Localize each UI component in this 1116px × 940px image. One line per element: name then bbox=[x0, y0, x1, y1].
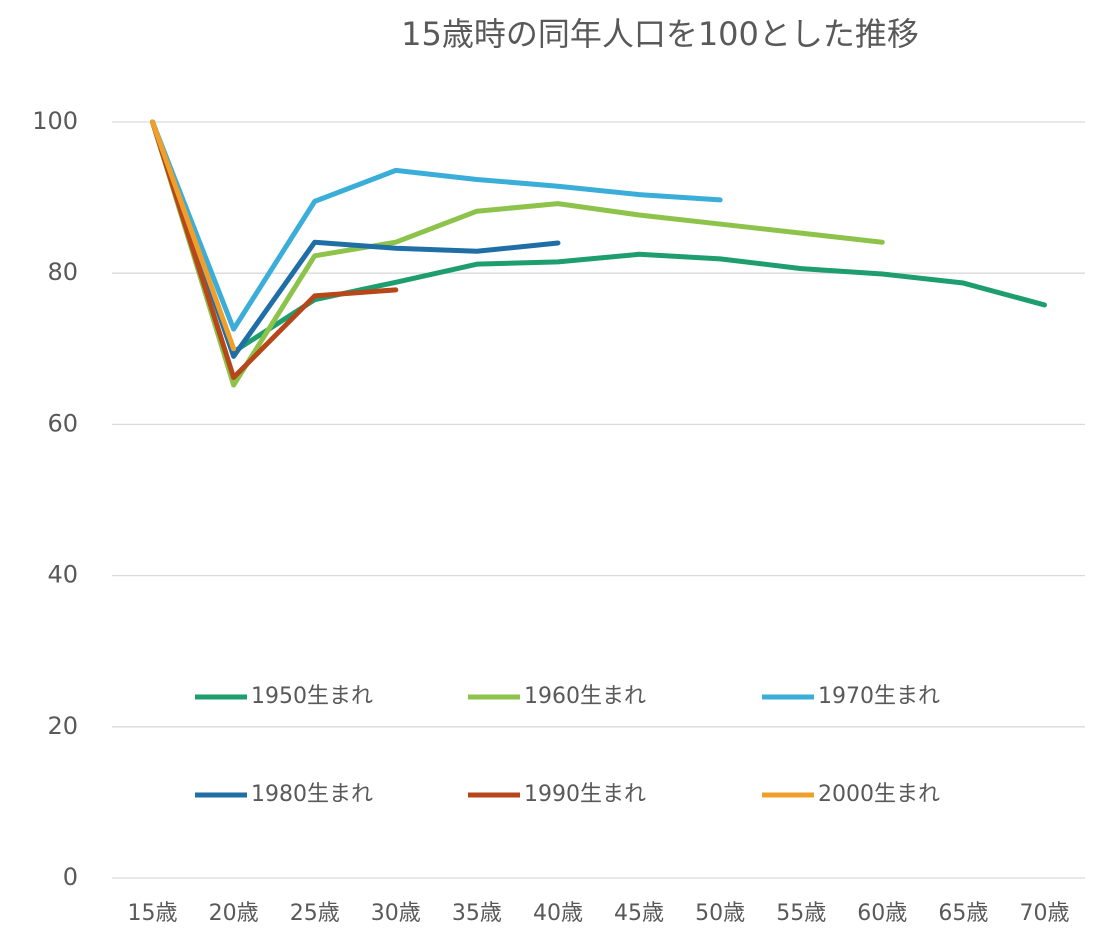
legend-label: 1980生まれ bbox=[251, 782, 373, 807]
y-tick-label: 80 bbox=[47, 258, 78, 286]
y-tick-label: 100 bbox=[32, 107, 78, 135]
x-tick-label: 65歳 bbox=[938, 901, 988, 926]
y-tick-label: 60 bbox=[47, 409, 78, 437]
y-tick-label: 40 bbox=[47, 561, 78, 589]
x-tick-label: 40歳 bbox=[533, 901, 583, 926]
x-tick-label: 70歳 bbox=[1019, 901, 1069, 926]
chart-title: 15歳時の同年人口を100とした推移 bbox=[401, 15, 919, 53]
y-tick-label: 20 bbox=[47, 712, 78, 740]
series-line bbox=[150, 119, 1047, 355]
y-tick-label: 0 bbox=[63, 863, 78, 891]
x-tick-label: 60歳 bbox=[857, 901, 907, 926]
legend-label: 1950生まれ bbox=[251, 684, 373, 709]
x-tick-label: 50歳 bbox=[695, 901, 745, 926]
legend-label: 1970生まれ bbox=[818, 684, 940, 709]
series-line bbox=[150, 119, 885, 388]
x-tick-label: 55歳 bbox=[776, 901, 826, 926]
x-tick-label: 30歳 bbox=[371, 901, 421, 926]
series-line bbox=[150, 119, 237, 352]
x-tick-label: 35歳 bbox=[452, 901, 502, 926]
series-line bbox=[150, 119, 399, 381]
legend-label: 1960生まれ bbox=[524, 684, 646, 709]
legend-label: 1990生まれ bbox=[524, 782, 646, 807]
x-tick-label: 25歳 bbox=[290, 901, 340, 926]
x-tick-label: 20歳 bbox=[209, 901, 259, 926]
x-tick-label: 45歳 bbox=[614, 901, 664, 926]
legend-label: 2000生まれ bbox=[818, 782, 940, 807]
x-tick-label: 15歳 bbox=[128, 901, 178, 926]
series-line bbox=[150, 119, 723, 332]
